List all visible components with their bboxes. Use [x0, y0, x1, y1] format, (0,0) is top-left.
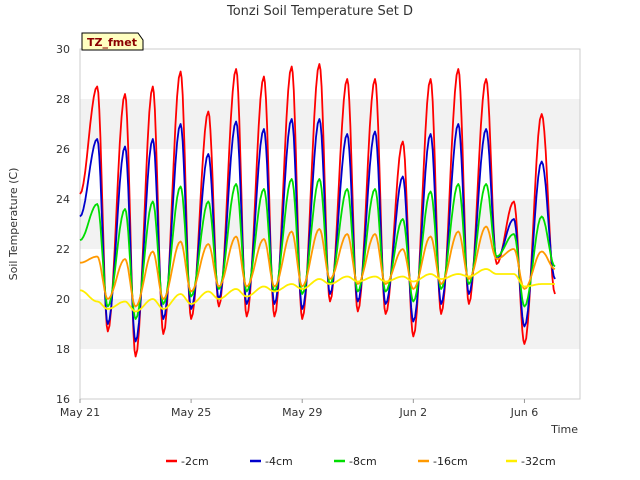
plot-frame [79, 48, 581, 400]
tz-tag: TZ_fmet [81, 32, 144, 51]
y-tick-label: 20 [56, 293, 70, 306]
chart-title: Tonzi Soil Temperature Set D [226, 4, 413, 19]
y-tick-label: 30 [56, 43, 70, 56]
y-tick-label: 28 [56, 93, 70, 106]
y-tick-label: 26 [56, 143, 70, 156]
x-tick-label: May 29 [282, 406, 322, 419]
y-tick-label: 24 [56, 193, 70, 206]
x-axis: May 21 May 25 May 29 Jun 2 Jun 6 [60, 399, 538, 419]
y-axis-label: Soil Temperature (C) [7, 168, 20, 281]
plot-lines [79, 63, 556, 358]
series-line-minus-8cm [79, 178, 556, 320]
legend-label: -32cm [521, 455, 556, 468]
tz-tag-label: TZ_fmet [87, 36, 137, 49]
y-tick-label: 22 [56, 243, 70, 256]
grid-band [80, 149, 580, 199]
series-line-minus-32cm [79, 268, 555, 313]
y-axis: 16 18 20 22 24 26 28 30 [56, 43, 70, 406]
legend-label: -2cm [181, 455, 209, 468]
y-tick-label: 18 [56, 343, 70, 356]
grid-band [80, 299, 580, 349]
x-tick-label: May 25 [171, 406, 211, 419]
x-tick-label: Jun 2 [398, 406, 427, 419]
x-tick-label: May 21 [60, 406, 100, 419]
grid-band [80, 199, 580, 249]
legend-label: -8cm [349, 455, 377, 468]
x-axis-label: Time [550, 423, 578, 436]
legend-label: -16cm [433, 455, 468, 468]
x-tick-label: Jun 6 [510, 406, 539, 419]
tz-tag-box [81, 32, 144, 51]
grid-band [80, 99, 580, 149]
legend: -2cm -4cm -8cm -16cm -32cm [166, 455, 556, 468]
legend-label: -4cm [265, 455, 293, 468]
series-line-minus-16cm [79, 225, 556, 308]
grid-band [80, 49, 580, 99]
grid-band [80, 349, 580, 399]
plot-background [80, 49, 580, 399]
y-tick-label: 16 [56, 393, 70, 406]
